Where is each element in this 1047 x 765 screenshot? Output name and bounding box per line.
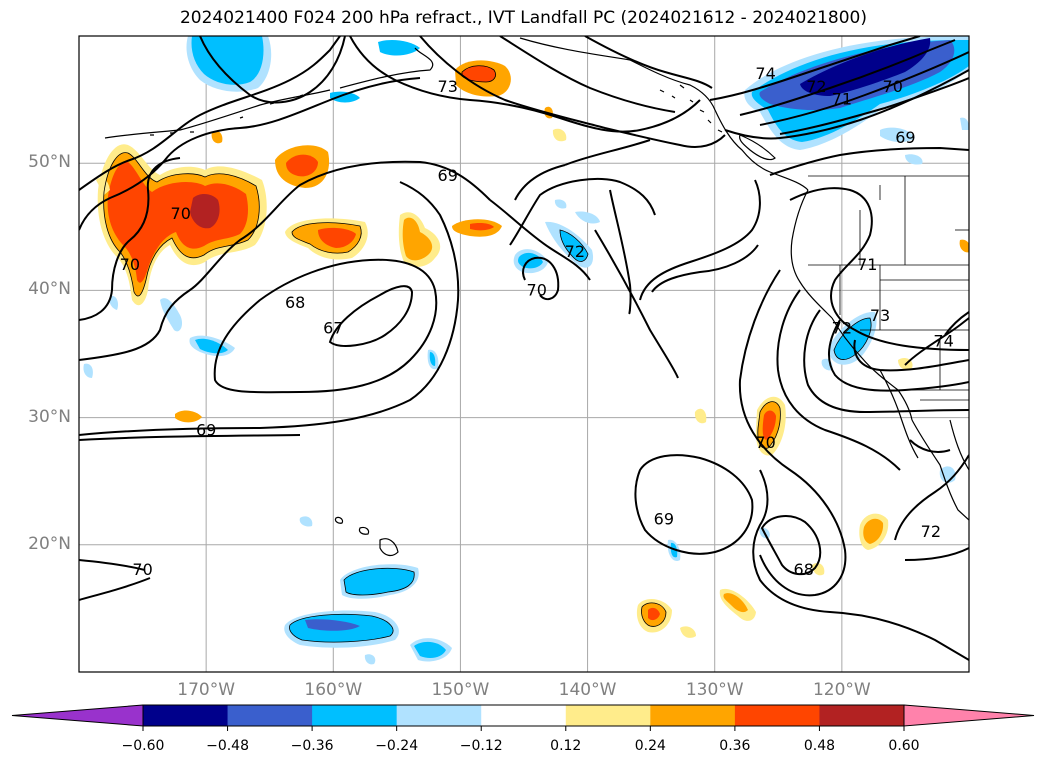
lon-tick-label: 160°W	[304, 680, 363, 700]
contour-label: 70	[132, 560, 152, 579]
contour-label: 73	[870, 306, 890, 325]
positive-anomaly-shading	[96, 60, 969, 638]
colorbar-tick-label: 0.48	[803, 738, 836, 754]
colorbar-segment	[227, 705, 313, 726]
colorbar-frame	[142, 704, 905, 727]
contour-label: 69	[438, 166, 458, 185]
colorbar-segment	[481, 705, 567, 726]
lon-tick-label: 120°W	[812, 680, 871, 700]
colorbar-tick-label: 0.60	[888, 738, 920, 754]
colorbar-segment	[396, 705, 482, 726]
colorbar-tick-label: −0.12	[459, 738, 503, 754]
lat-tick-label: 30°N	[28, 406, 71, 427]
colorbar-tick-label: 0.36	[719, 738, 751, 754]
lat-tick-label: 20°N	[28, 533, 71, 554]
contour-label: 71	[857, 255, 877, 274]
colorbar-tick-label: −0.36	[290, 738, 334, 754]
colorbar-segment	[143, 705, 229, 726]
colorbar-tick-label: −0.24	[375, 738, 419, 754]
contour-label: 70	[883, 77, 903, 96]
colorbar-tick-label: −0.48	[206, 738, 249, 754]
colorbar-segment	[312, 705, 398, 726]
contour-label: 74	[933, 331, 953, 350]
colorbar-min-extension	[11, 704, 144, 727]
lat-tick-label: 40°N	[28, 279, 71, 300]
refractivity-contours	[79, 36, 969, 661]
contour-label: 70	[171, 204, 191, 223]
map-title: 2024021400 F024 200 hPa refract., IVT La…	[179, 8, 867, 28]
contour-label: 72	[832, 319, 852, 338]
colorbar-tick-label: 0.12	[550, 738, 582, 754]
contour-labels: 70 70 73 69 68 67 69 70 70 72 70 69 68 74 72 71 70 69 71 73…	[120, 64, 954, 579]
map-frame	[78, 35, 970, 673]
contour-label: 72	[806, 77, 826, 96]
negative-anomaly-shading	[83, 36, 969, 665]
contour-label: 72	[921, 522, 941, 541]
colorbar-segment	[650, 705, 736, 726]
lat-tick-label: 50°N	[28, 152, 71, 173]
colorbar-max-extension	[903, 704, 1035, 727]
colorbar-tick-label: −0.60	[121, 738, 165, 754]
contour-label: 70	[755, 433, 775, 452]
coastlines	[104, 37, 969, 557]
contour-label: 69	[196, 420, 216, 439]
colorbar-segment	[734, 705, 820, 726]
lon-tick-label: 140°W	[558, 680, 617, 700]
contour-label: 71	[832, 90, 852, 109]
colorbar-segment	[565, 705, 651, 726]
contour-label: 69	[654, 509, 674, 528]
lon-tick-label: 130°W	[685, 680, 744, 700]
lon-tick-label: 150°W	[431, 680, 490, 700]
colorbar-segment	[819, 705, 905, 726]
contour-label: 69	[895, 128, 915, 147]
colorbar	[11, 704, 1035, 731]
contour-label: 70	[527, 280, 547, 299]
colorbar-tick-label: 0.24	[634, 738, 666, 754]
contour-label: 68	[794, 560, 814, 579]
contour-label: 67	[323, 319, 343, 338]
lon-tick-label: 170°W	[177, 680, 236, 700]
contour-label: 72	[565, 242, 585, 261]
contour-label: 74	[755, 64, 775, 83]
contour-label: 73	[438, 77, 458, 96]
contour-label: 70	[120, 255, 140, 274]
contour-label: 68	[285, 293, 305, 312]
